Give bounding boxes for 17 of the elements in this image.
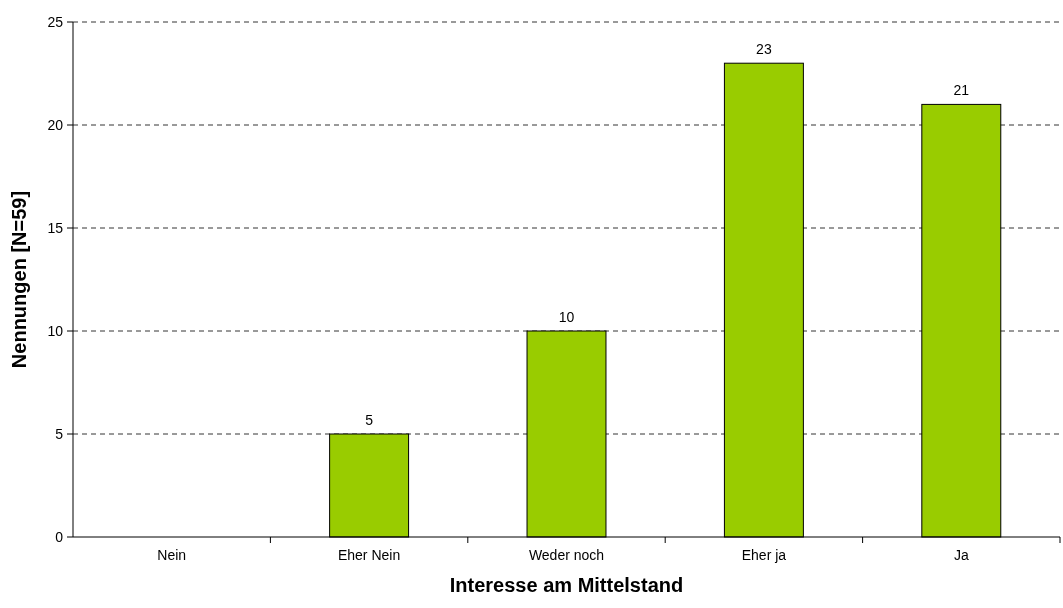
x-tick-label: Eher ja bbox=[741, 547, 787, 563]
x-tick-label: Nein bbox=[157, 547, 187, 563]
data-label: 5 bbox=[365, 412, 374, 428]
x-tick-label: Ja bbox=[953, 547, 969, 563]
data-label: 10 bbox=[558, 309, 575, 325]
y-tick-label: 25 bbox=[47, 13, 64, 30]
y-tick-label: 15 bbox=[47, 219, 64, 236]
data-label: 23 bbox=[756, 41, 772, 58]
x-tick-label: Weder noch bbox=[528, 547, 605, 563]
y-tick-label: 20 bbox=[47, 116, 64, 133]
y-tick-label: 10 bbox=[47, 322, 64, 339]
y-tick-label: 5 bbox=[55, 425, 64, 442]
x-tick-label: Eher Nein bbox=[337, 547, 401, 563]
y-axis-title: Nennungen [N=59] bbox=[8, 190, 30, 369]
y-tick-label: 0 bbox=[55, 528, 64, 545]
data-label: 21 bbox=[953, 82, 970, 99]
x-axis-title: Interesse am Mittelstand bbox=[449, 574, 684, 596]
